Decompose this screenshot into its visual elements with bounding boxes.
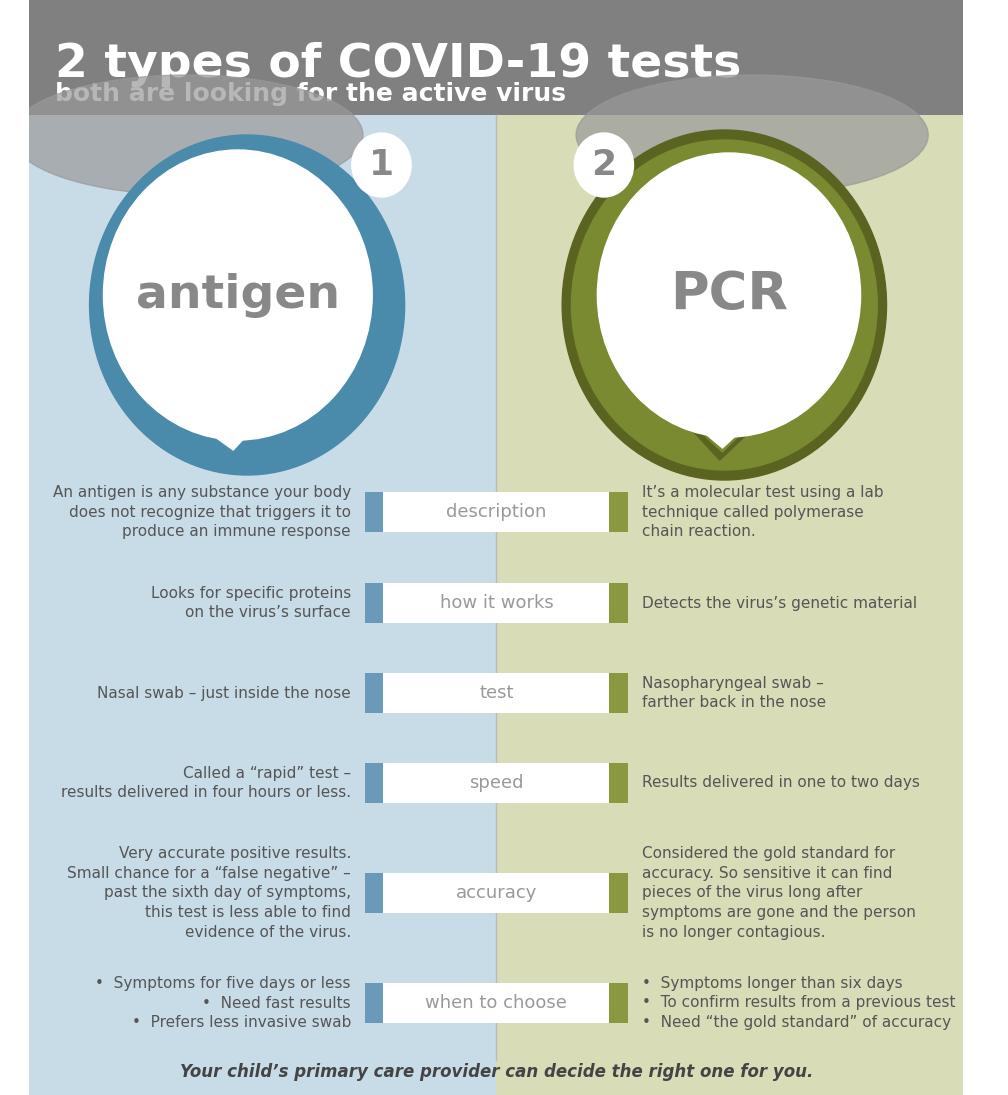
FancyBboxPatch shape <box>365 763 628 803</box>
Text: 2: 2 <box>592 148 617 182</box>
Text: Called a “rapid” test –
results delivered in four hours or less.: Called a “rapid” test – results delivere… <box>60 765 351 800</box>
Text: Results delivered in one to two days: Results delivered in one to two days <box>642 775 919 791</box>
Text: An antigen is any substance your body
does not recognize that triggers it to
pro: An antigen is any substance your body do… <box>52 485 351 540</box>
Text: how it works: how it works <box>439 593 553 612</box>
Polygon shape <box>685 418 752 452</box>
Text: •  Symptoms for five days or less
•  Need fast results
•  Prefers less invasive : • Symptoms for five days or less • Need … <box>96 976 351 1030</box>
Text: Nasal swab – just inside the nose: Nasal swab – just inside the nose <box>97 685 351 701</box>
Text: Looks for specific proteins
on the virus’s surface: Looks for specific proteins on the virus… <box>150 586 351 621</box>
FancyBboxPatch shape <box>29 115 496 1095</box>
Text: Nasopharyngeal swab –
farther back in the nose: Nasopharyngeal swab – farther back in th… <box>642 676 826 711</box>
Text: antigen: antigen <box>136 273 340 318</box>
Text: Very accurate positive results.
Small chance for a “false negative” –
past the s: Very accurate positive results. Small ch… <box>68 846 351 941</box>
FancyBboxPatch shape <box>610 583 628 623</box>
FancyBboxPatch shape <box>365 763 383 803</box>
Text: 2 types of COVID-19 tests: 2 types of COVID-19 tests <box>55 42 742 87</box>
FancyBboxPatch shape <box>365 983 628 1023</box>
FancyBboxPatch shape <box>610 873 628 913</box>
FancyBboxPatch shape <box>29 0 964 115</box>
Circle shape <box>352 132 411 197</box>
FancyBboxPatch shape <box>610 983 628 1023</box>
Circle shape <box>104 150 372 440</box>
FancyBboxPatch shape <box>610 763 628 803</box>
Text: accuracy: accuracy <box>456 884 537 902</box>
Ellipse shape <box>576 74 928 195</box>
Polygon shape <box>192 420 261 450</box>
Polygon shape <box>182 425 266 460</box>
Text: description: description <box>447 503 546 521</box>
FancyBboxPatch shape <box>365 492 628 532</box>
Text: both are looking for the active virus: both are looking for the active virus <box>55 82 566 106</box>
Circle shape <box>572 140 877 470</box>
Text: test: test <box>479 684 514 702</box>
Text: PCR: PCR <box>670 269 788 321</box>
FancyBboxPatch shape <box>496 115 964 1095</box>
Circle shape <box>575 132 633 197</box>
FancyBboxPatch shape <box>365 873 383 913</box>
FancyBboxPatch shape <box>365 583 383 623</box>
FancyBboxPatch shape <box>365 873 628 913</box>
FancyBboxPatch shape <box>365 492 383 532</box>
Text: •  Symptoms longer than six days
•  To confirm results from a previous test
•  N: • Symptoms longer than six days • To con… <box>642 976 956 1030</box>
FancyBboxPatch shape <box>365 673 628 713</box>
Ellipse shape <box>11 74 363 195</box>
Circle shape <box>90 135 404 475</box>
Text: Your child’s primary care provider can decide the right one for you.: Your child’s primary care provider can d… <box>179 1063 813 1081</box>
FancyBboxPatch shape <box>610 492 628 532</box>
FancyBboxPatch shape <box>365 583 628 623</box>
Circle shape <box>598 153 861 437</box>
Text: when to choose: when to choose <box>425 994 568 1012</box>
Text: 1: 1 <box>369 148 394 182</box>
FancyBboxPatch shape <box>610 673 628 713</box>
Circle shape <box>562 130 886 480</box>
Text: It’s a molecular test using a lab
technique called polymerase
chain reaction.: It’s a molecular test using a lab techni… <box>642 485 883 540</box>
FancyBboxPatch shape <box>365 983 383 1023</box>
Polygon shape <box>682 420 757 460</box>
FancyBboxPatch shape <box>365 673 383 713</box>
Text: speed: speed <box>469 774 523 792</box>
Polygon shape <box>689 420 750 448</box>
Text: Detects the virus’s genetic material: Detects the virus’s genetic material <box>642 596 917 611</box>
Text: Considered the gold standard for
accuracy. So sensitive it can find
pieces of th: Considered the gold standard for accurac… <box>642 846 915 941</box>
